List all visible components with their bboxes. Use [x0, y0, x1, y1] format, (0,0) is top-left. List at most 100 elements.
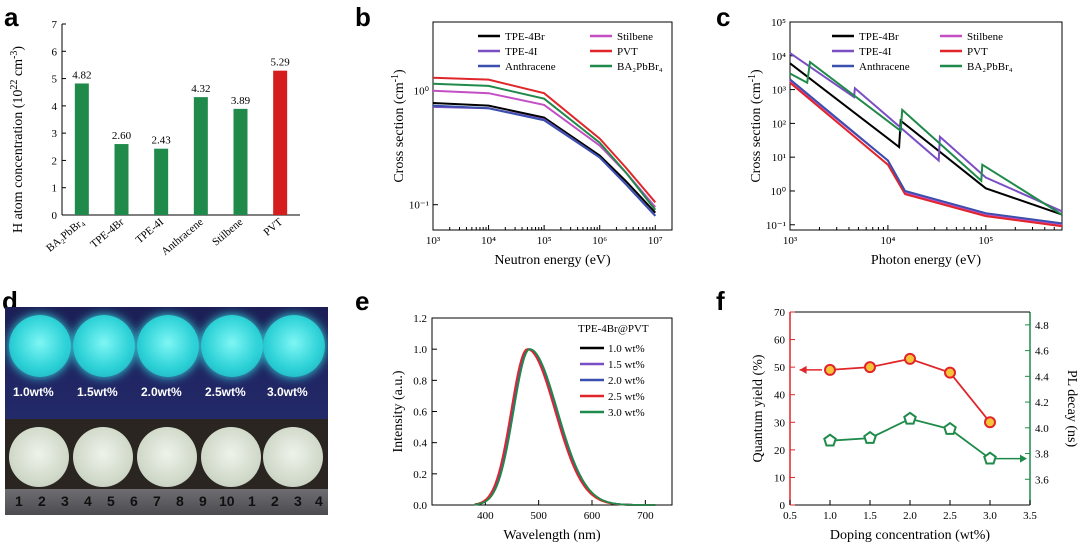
ruler-number: 4: [84, 493, 92, 509]
x-tick-label: 10⁷: [648, 235, 663, 247]
x-tick-label: 700: [637, 510, 654, 522]
x-tick-label: 2.0: [903, 510, 917, 522]
ruler-number: 3: [294, 493, 302, 509]
y-tick-label: 4: [52, 101, 58, 113]
x-tick-label: 10⁵: [537, 235, 552, 247]
ruler-number: 1: [248, 493, 256, 509]
y-tick-label: 10⁰: [414, 86, 430, 98]
panel-label-e: e: [355, 286, 369, 316]
daylight-sample-disc: [9, 427, 69, 487]
ruler-number: 6: [130, 493, 138, 509]
series-line: [789, 52, 1063, 213]
uv-label: 3.0wt%: [267, 385, 308, 399]
bar-chart-panel-a: 012345674.82BA₂PbBr₄2.60TPE-4Br2.43TPE-4…: [9, 19, 300, 258]
x-axis-label: Neutron energy (eV): [494, 253, 611, 268]
x-axis-label: Doping concentration (wt%): [830, 528, 991, 543]
y-axis-label-part: ): [392, 69, 407, 74]
x-tick-label: 10⁵: [978, 235, 993, 247]
pl-decay-point: [943, 421, 957, 435]
left-indicator-arrowhead: [799, 365, 807, 374]
plot-frame: [432, 21, 673, 231]
bar: [114, 144, 129, 215]
bar-value-label: 4.32: [191, 83, 210, 95]
uv-sample-disc: [263, 315, 325, 377]
legend-label: TPE-4I: [859, 46, 892, 58]
legend-label: Stilbene: [617, 31, 653, 43]
category-label: Stilbene: [210, 216, 245, 248]
y-axis-label-part: ): [11, 46, 26, 51]
bar: [154, 148, 169, 215]
y-tick-label: 5: [52, 74, 58, 86]
x-tick-label: 10⁶: [592, 235, 607, 247]
bar-value-label: 3.89: [231, 95, 251, 107]
legend-label: TPE-4I: [505, 46, 538, 58]
panel-label-f: f: [716, 286, 725, 316]
y-tick-label: 10¹: [772, 152, 786, 164]
y-tick-label: 10²: [772, 118, 787, 130]
y-axis-label: H atom concentration (1022 cm-3): [9, 46, 26, 233]
y-tick-label: 6: [52, 46, 58, 58]
legend-label: BA₂PbBr₄: [617, 61, 663, 73]
y-right-tick-label: 4.8: [1035, 320, 1049, 332]
pl-decay-point: [903, 411, 917, 425]
bar-value-label: 5.29: [271, 57, 291, 69]
y-axis-label-part: ): [749, 69, 764, 74]
y-left-tick-label: 70: [774, 307, 786, 319]
ruler-number: 9: [199, 493, 207, 509]
uv-label: 1.0wt%: [13, 385, 54, 399]
y-right-tick-label: 3.6: [1035, 474, 1049, 486]
series-line: [789, 60, 1063, 216]
ruler-number: 8: [176, 493, 184, 509]
ruler-number: 1: [15, 493, 23, 509]
y-axis-label: Cross section (cm-1): [390, 69, 407, 183]
panel-label-a: a: [4, 2, 19, 32]
y-right-tick-label: 4.0: [1035, 423, 1049, 435]
x-tick-label: 0.5: [783, 510, 797, 522]
y-left-tick-label: 40: [774, 390, 786, 402]
right-indicator-arrowhead: [1020, 454, 1027, 463]
legend-label: 2.0 wt%: [608, 375, 645, 387]
legend-label: 1.5 wt%: [608, 359, 645, 371]
y-left-tick-label: 10: [774, 472, 786, 484]
y-tick-label: 0.2: [413, 469, 427, 481]
x-tick-label: 3.5: [1023, 510, 1037, 522]
bar: [273, 70, 288, 215]
daylight-sample-disc: [137, 427, 197, 487]
legend-label: TPE-4Br: [505, 31, 545, 43]
x-tick-label: 600: [584, 510, 601, 522]
legend-label: 3.0 wt%: [608, 407, 645, 419]
category-label: TPE-4Br: [88, 216, 126, 251]
series-line: [789, 62, 1063, 216]
x-tick-label: 10³: [426, 235, 441, 247]
uv-label: 2.0wt%: [141, 385, 182, 399]
category-label: PVT: [261, 216, 285, 239]
spectrum-line: [474, 348, 656, 506]
y-tick-label: 0.6: [413, 407, 427, 419]
y-axis-label: Intensity (a.u.): [391, 370, 406, 452]
x-axis-label: Wavelength (nm): [503, 528, 601, 543]
bar: [74, 83, 89, 216]
legend-label: Anthracene: [505, 61, 556, 73]
y-tick-label: 2: [52, 155, 58, 167]
series-line: [789, 80, 1063, 226]
x-tick-label: 3.0: [983, 510, 997, 522]
series-line: [789, 78, 1063, 225]
y-right-tick-label: 4.2: [1035, 397, 1049, 409]
y-axis-label: Cross section (cm-1): [747, 69, 764, 183]
y-left-tick-label: 20: [774, 445, 786, 457]
y-tick-label: 0: [52, 210, 58, 222]
y-tick-label: 10³: [772, 85, 787, 97]
y-right-tick-label: 4.4: [1035, 371, 1049, 383]
y-right-tick-label: 3.8: [1035, 449, 1049, 461]
bar: [233, 108, 248, 215]
x-tick-label: 10⁴: [481, 235, 496, 247]
uv-sample-disc: [9, 315, 71, 377]
bar-value-label: 2.60: [112, 130, 132, 142]
ruler-number: 4: [315, 493, 323, 509]
ruler-number: 10: [219, 493, 235, 509]
legend-label: PVT: [617, 46, 638, 58]
x-tick-label: 2.5: [943, 510, 957, 522]
series-line: [432, 76, 657, 203]
spectrum-chart-panel-e: 400 500 600 700 0.0 0.2 0.4 0.6 0.8 1.0 1.2 1.0 wt%…: [391, 313, 673, 543]
x-axis-label: Photon energy (eV): [871, 253, 981, 268]
